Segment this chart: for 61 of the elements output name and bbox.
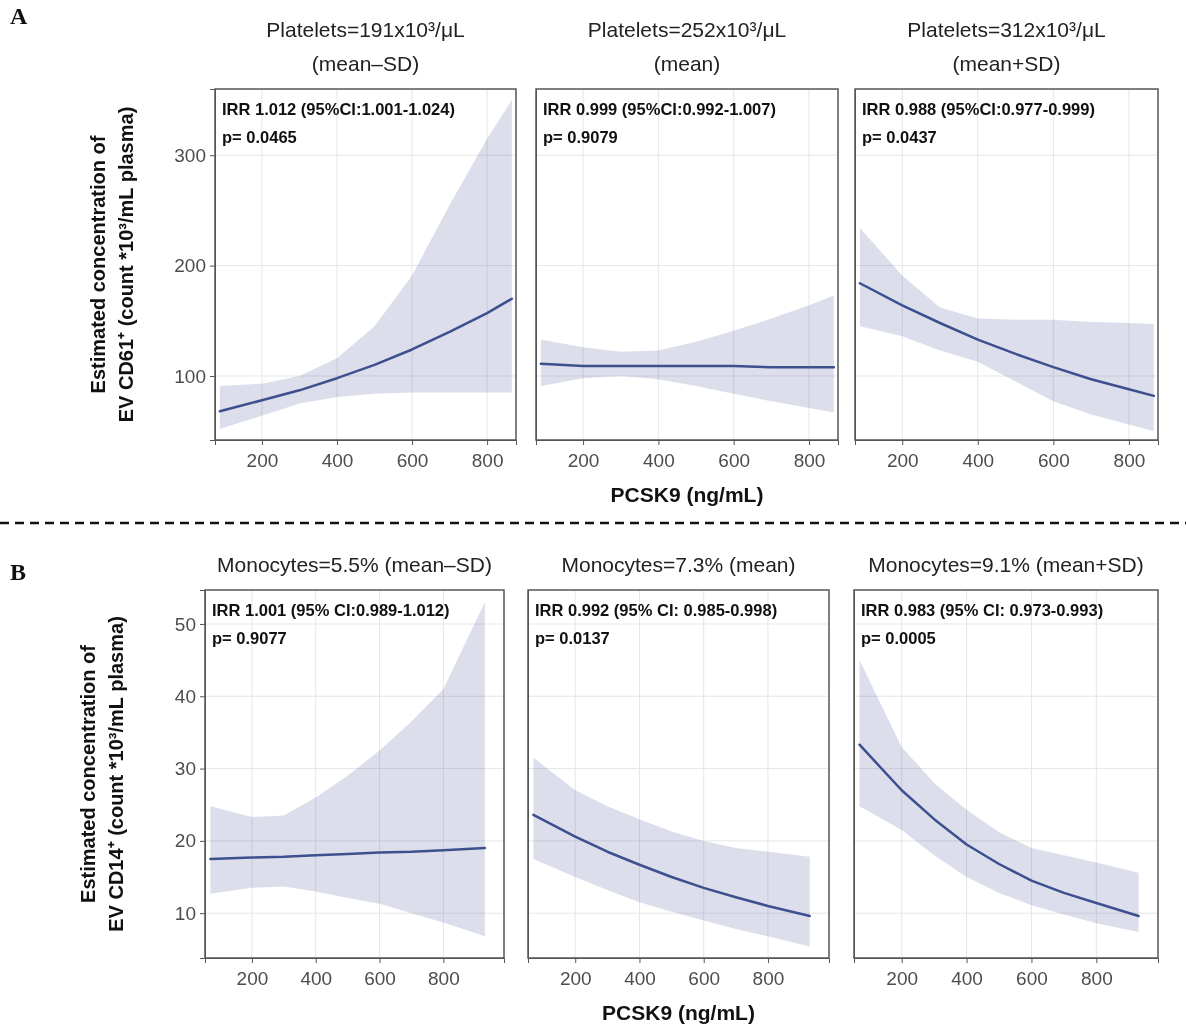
chart-title: Platelets=252x10³/μL [587, 18, 787, 41]
chart-subtitle: (mean–SD) [311, 52, 420, 75]
x-axis-title: PCSK9 (ng/mL) [610, 483, 764, 506]
x-tick-label: 200 [886, 968, 919, 990]
x-tick-label: 400 [300, 968, 333, 990]
annotation: p= 0.0437 [862, 128, 937, 146]
x-tick-label: 600 [364, 968, 396, 990]
y-tick-label: 300 [174, 144, 206, 166]
x-tick-label: 200 [236, 968, 269, 990]
y-axis-title: Estimated concentration of EV CD14⁺ (count *10³/mL plasma) [77, 616, 127, 932]
x-tick-label: 400 [321, 450, 354, 472]
x-tick-label: 200 [567, 450, 600, 472]
x-tick-label: 400 [624, 968, 656, 990]
annotation: p= 0.0465 [222, 128, 297, 146]
annotation: p= 0.0137 [535, 629, 610, 647]
line-series [209, 846, 487, 861]
chart-title: Platelets=191x10³/μL [266, 18, 465, 41]
x-tick-label: 600 [1016, 968, 1048, 990]
chart-title: Monocytes=5.5% (mean–SD) [217, 553, 492, 576]
y-tick-label: 30 [174, 758, 196, 780]
x-tick-label: 400 [643, 450, 675, 472]
y-tick-label: 10 [174, 902, 196, 924]
annotation: p= 0.9077 [212, 629, 287, 647]
x-tick-label: 800 [428, 968, 460, 990]
x-tick-label: 800 [1081, 968, 1113, 990]
chart-subtitle: (mean) [653, 52, 721, 75]
y-axis-title: Estimated concentration of EV CD61⁺ (count *10³/mL plasma) [87, 106, 137, 423]
y-tick-label: 20 [174, 830, 196, 852]
x-tick-label: 200 [886, 450, 919, 472]
annotation: IRR 0.992 (95% CI: 0.985-0.998) [535, 601, 778, 619]
chart-subtitle: (mean+SD) [952, 52, 1061, 75]
y-tick-label: 40 [174, 685, 196, 707]
annotation: p= 0.0005 [861, 629, 936, 647]
annotation: IRR 0.999 (95%CI:0.992-1.007) [543, 100, 776, 118]
line-series [218, 297, 514, 413]
x-tick-label: 800 [752, 968, 785, 990]
x-tick-label: 600 [718, 450, 751, 472]
y-tick-label: 50 [174, 613, 196, 635]
x-tick-label: 600 [688, 968, 721, 990]
text: A [10, 3, 28, 29]
chart-title: Monocytes=9.1% (mean+SD) [868, 553, 1144, 576]
chart-title: Monocytes=7.3% (mean) [561, 553, 796, 576]
annotation: IRR 1.001 (95% CI:0.989-1.012) [212, 601, 450, 619]
x-tick-label: 400 [951, 968, 983, 990]
annotation: IRR 0.988 (95%CI:0.977-0.999) [862, 100, 1095, 118]
x-tick-label: 200 [246, 450, 279, 472]
x-axis-title: PCSK9 (ng/mL) [602, 1001, 755, 1024]
y-tick-label: 200 [174, 255, 206, 277]
x-tick-label: 600 [1038, 450, 1070, 472]
x-tick-label: 400 [962, 450, 995, 472]
annotation: p= 0.9079 [543, 128, 618, 146]
y-tick-label: 100 [174, 365, 206, 387]
x-tick-label: 200 [559, 968, 592, 990]
chart-title: Platelets=312x10³/μL [907, 18, 1106, 41]
x-tick-label: 800 [1113, 450, 1146, 472]
x-tick-label: 800 [793, 450, 826, 472]
x-tick-label: 800 [471, 450, 504, 472]
text: B [10, 559, 27, 585]
annotation: IRR 0.983 (95% CI: 0.973-0.993) [861, 601, 1104, 619]
annotation: IRR 1.012 (95%CI:1.001-1.024) [222, 100, 455, 118]
x-tick-label: 600 [396, 450, 429, 472]
